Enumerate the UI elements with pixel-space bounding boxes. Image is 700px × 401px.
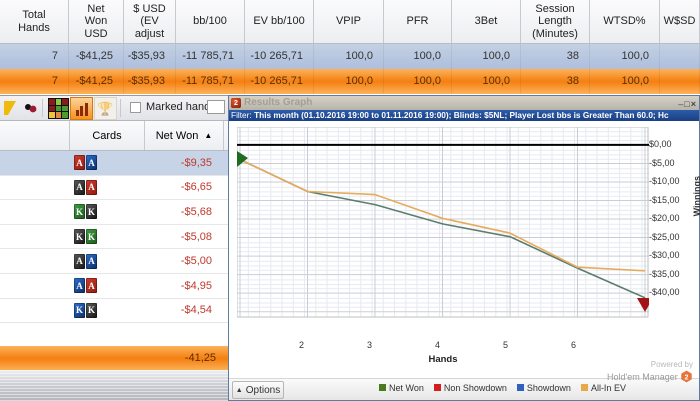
svg-text:2: 2 [685,373,689,381]
